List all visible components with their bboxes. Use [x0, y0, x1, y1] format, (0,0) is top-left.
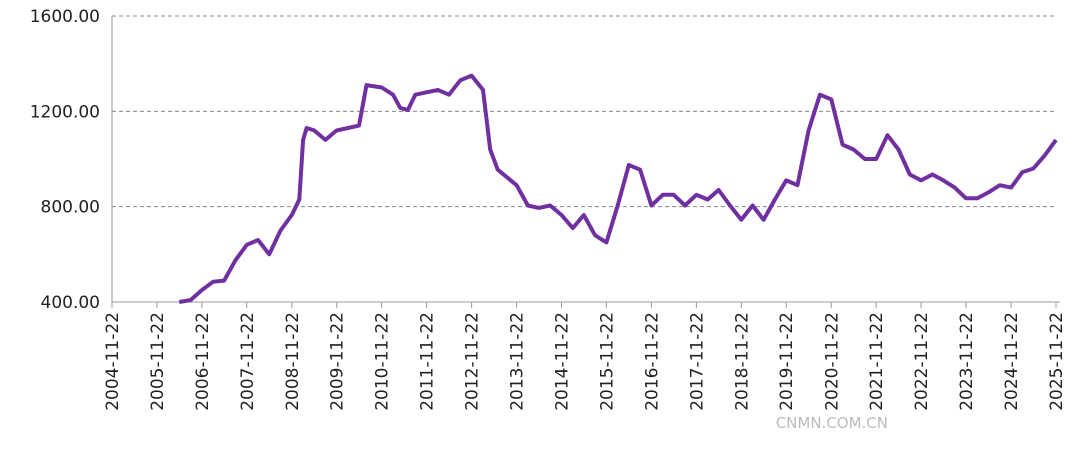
- x-tick-label: 2005-11-22: [148, 312, 168, 411]
- x-tick-label: 2014-11-22: [552, 312, 572, 411]
- x-tick-label: 2022-11-22: [912, 312, 932, 411]
- y-tick-label: 800.00: [41, 198, 100, 218]
- x-tick-label: 2021-11-22: [867, 312, 887, 411]
- x-tick-label: 2025-11-22: [1047, 312, 1067, 411]
- y-tick-label: 1600.00: [30, 7, 100, 27]
- x-tick-label: 2012-11-22: [463, 312, 483, 411]
- x-tick-label: 2018-11-22: [732, 312, 752, 411]
- x-tick-label: 2020-11-22: [822, 312, 842, 411]
- x-tick-label: 2016-11-22: [642, 312, 662, 411]
- y-tick-label: 400.00: [41, 293, 100, 313]
- x-tick-label: 2019-11-22: [777, 312, 797, 411]
- x-tick-label: 2004-11-22: [103, 312, 123, 411]
- x-tick-label: 2015-11-22: [597, 312, 617, 411]
- line: [178, 73, 1058, 304]
- y-tick-label: 1200.00: [30, 102, 100, 122]
- x-tick-label: 2017-11-22: [687, 312, 707, 411]
- x-tick-label: 2006-11-22: [193, 312, 213, 411]
- x-tick-label: 2024-11-22: [1002, 312, 1022, 411]
- x-tick-label: 2011-11-22: [418, 312, 438, 411]
- x-tick-label: 2023-11-22: [957, 312, 977, 411]
- x-tick-label: 2010-11-22: [373, 312, 393, 411]
- x-tick-label: 2009-11-22: [328, 312, 348, 411]
- x-tick-label: 2013-11-22: [508, 312, 528, 411]
- x-tick-label: 2008-11-22: [283, 312, 303, 411]
- watermark: CNMN.COM.CN: [776, 414, 888, 432]
- x-tick-label: 2007-11-22: [238, 312, 258, 411]
